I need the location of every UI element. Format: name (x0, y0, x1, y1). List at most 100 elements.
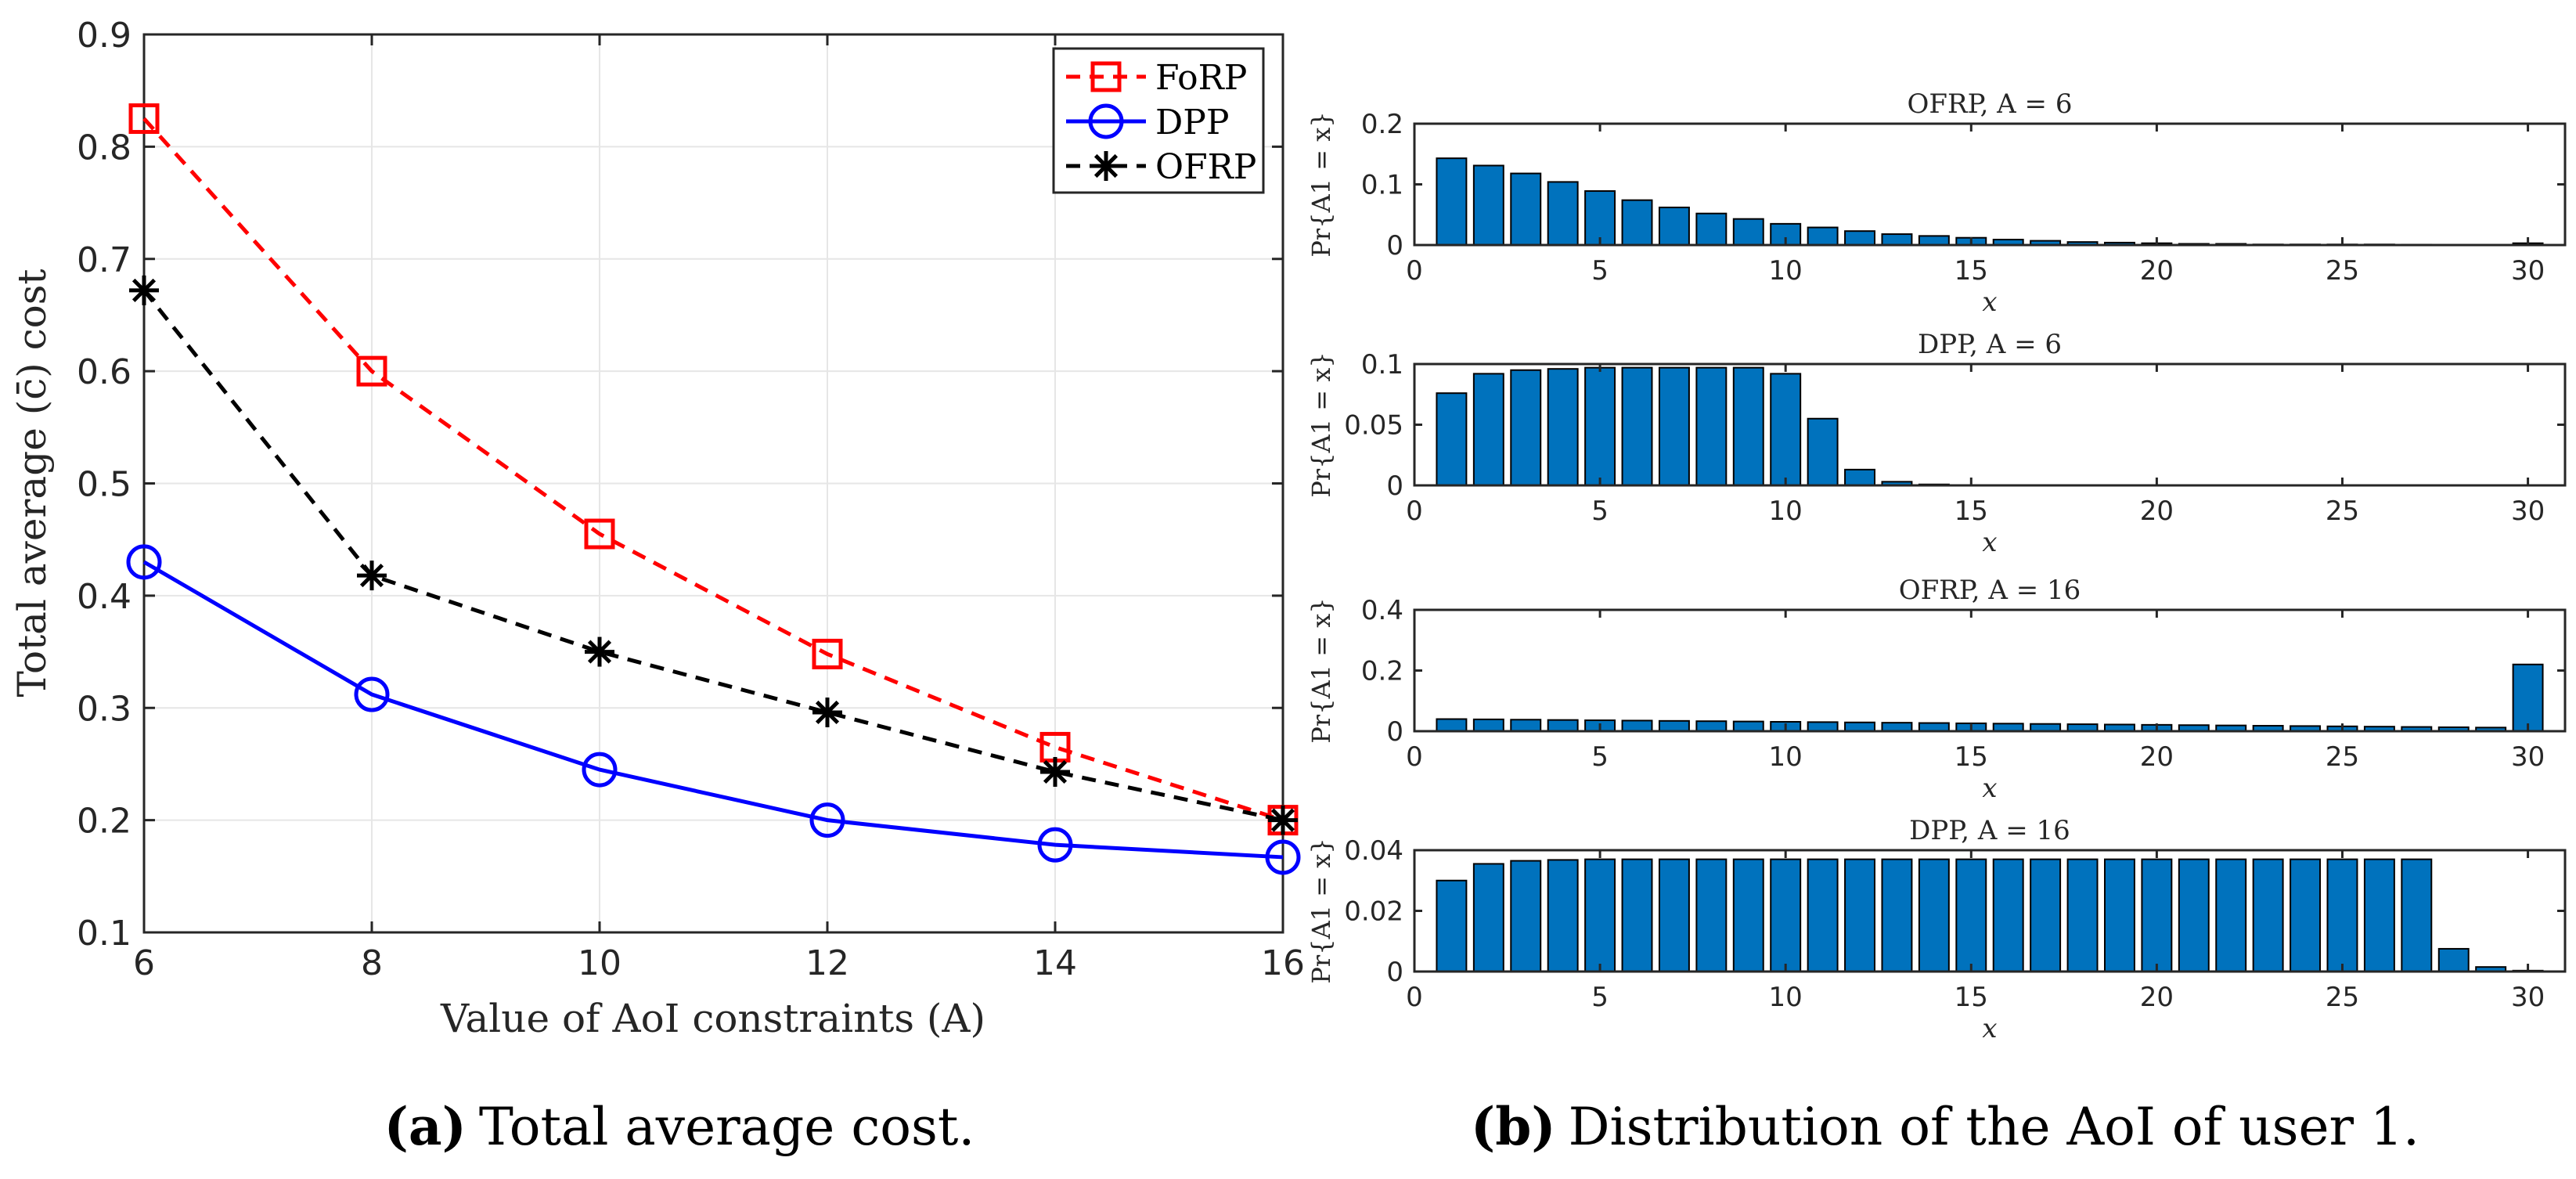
data-point-forp (812, 638, 843, 669)
chart-a-x-axis-label: Value of AoI constraints (A) (440, 996, 985, 1041)
bar-b3 (2512, 663, 2544, 732)
subplot-b1-x-tick-label: 20 (2140, 255, 2174, 287)
bar-b4 (1844, 858, 1875, 972)
chart-a-ticks: 6 8 10 12 14 16 0.1 0.2 0.3 0.4 0.5 0.6 0.7 0.8 0.9 (77, 16, 1305, 983)
subplot-b2-x-label: x (1982, 527, 1997, 558)
subplot-b3-x-tick-label: 15 (1955, 741, 1988, 773)
data-point-ofrp (585, 636, 614, 667)
bar-b3 (1436, 718, 1468, 732)
subplot-b3-x-tick-label: 5 (1591, 741, 1609, 773)
subplot-b4-x-tick-label: 0 (1406, 982, 1423, 1013)
bar-b2 (1547, 368, 1579, 487)
chart-a-legend: FoRP DPP OFRP (1052, 47, 1265, 194)
bar-b4 (2030, 858, 2062, 972)
bar-b2 (1658, 366, 1690, 486)
bar-b1 (1472, 164, 1504, 247)
bar-b4 (2104, 858, 2135, 972)
subplot-b1-y-tick-label: 0.1 (1361, 170, 1403, 201)
subplot-b4-x-tick-label: 30 (2511, 982, 2545, 1013)
subplot-b4-x-tick-label: 5 (1591, 982, 1609, 1013)
subplot-b2-title: DPP, A = 6 (1918, 329, 2062, 360)
subplot-b1-x-label: x (1982, 287, 1997, 318)
subplot-b1-x-tick-label: 15 (1955, 255, 1988, 287)
series-dpp (126, 544, 1301, 875)
chart-a-y-tick-label: 0.1 (77, 914, 132, 954)
legend-marker-ofrp-shape (1091, 151, 1121, 181)
chart-a-x-tick-label: 14 (1033, 943, 1077, 983)
data-point-dpp (354, 676, 390, 712)
bar-b4 (2401, 858, 2433, 972)
bar-b2 (1584, 366, 1616, 486)
data-point-dpp (1265, 839, 1301, 875)
bar-b1 (1732, 218, 1764, 246)
subplot-b2-y-tick-label: 0.05 (1344, 410, 1403, 442)
subplot-b1: 0 5 10 15 20 25 30 0 0.1 0.2 OFRP, A = 6 x Pr{A1 = x… (1306, 88, 2567, 318)
subplot-b2: 0 5 10 15 20 25 30 0 0.05 0.1 DPP, A = 6 x Pr{A1 = x… (1306, 329, 2567, 558)
bar-b4 (1621, 858, 1653, 972)
bar-b4 (2215, 858, 2247, 972)
caption-b-text: (b) Distribution of the AoI of user 1. (1471, 1096, 2419, 1157)
subplot-b1-x-tick-label: 10 (1769, 255, 1803, 287)
bar-b4 (2326, 858, 2358, 972)
bar-b4 (1770, 858, 1802, 972)
caption-b-body: Distribution of the AoI of user 1. (1569, 1097, 2419, 1157)
subplot-b4-title: DPP, A = 16 (1909, 815, 2070, 846)
subplot-b4-x-tick-label: 10 (1769, 982, 1803, 1013)
subplot-b1-title: OFRP, A = 6 (1908, 88, 2073, 120)
subplot-b3-x-tick-label: 30 (2511, 741, 2545, 773)
bar-b1 (1918, 235, 1950, 246)
subplot-b2-x-tick-label: 5 (1591, 496, 1609, 527)
legend-marker-ofrp (1091, 151, 1121, 181)
chart-a-y-tick-label: 0.6 (77, 352, 132, 392)
data-point-dpp (582, 752, 618, 788)
caption-a: (a) Total average cost. (384, 1096, 975, 1157)
data-point-ofrp (1040, 756, 1070, 787)
chart-total-average-cost: 6 8 10 12 14 16 0.1 0.2 0.3 0.4 0.5 0.6 0.7 0.8 0.9 Va… (9, 16, 1305, 1041)
chart-a-y-tick-label: 0.5 (77, 465, 132, 505)
bar-b4 (1732, 858, 1764, 972)
caption-b-label: (b) (1471, 1096, 1556, 1157)
bar-b3 (1881, 722, 1913, 733)
subplot-b1-x-tick-label: 0 (1406, 255, 1423, 287)
series-line-forp (142, 117, 1284, 823)
subplot-b2-x-tick-label: 20 (2140, 496, 2174, 527)
subplot-b4-x-tick-label: 25 (2326, 982, 2359, 1013)
subplot-b2-y-tick-label: 0.1 (1361, 349, 1403, 380)
caption-a-body: Total average cost. (479, 1097, 975, 1157)
subplot-b2-x-tick-label: 30 (2511, 496, 2545, 527)
data-point-forp (128, 103, 160, 135)
data-point-dpp (809, 802, 845, 838)
data-point-forp (584, 518, 615, 550)
chart-a-y-tick-label: 0.9 (77, 16, 132, 56)
bar-b1 (1844, 230, 1875, 246)
bar-b4 (1992, 858, 2024, 972)
legend-marker-forp (1090, 61, 1122, 92)
bar-b4 (2252, 858, 2284, 972)
bar-b4 (1918, 858, 1950, 972)
bar-b3 (1844, 721, 1875, 733)
data-point-dpp (1037, 827, 1073, 863)
subplot-b4-y-tick-label: 0.02 (1344, 896, 1403, 928)
legend-entry-dpp: DPP (1066, 103, 1230, 142)
chart-a-y-tick-label: 0.4 (77, 577, 132, 617)
legend-marker-dpp (1088, 103, 1124, 139)
bar-b3 (1732, 720, 1764, 732)
bar-b1 (1510, 172, 1542, 246)
subplot-b2-y-label: Pr{A1 = x} (1306, 352, 1336, 497)
bar-b4 (2363, 858, 2395, 972)
subplot-b4-x-tick-label: 20 (2140, 982, 2174, 1013)
bar-b4 (1881, 858, 1913, 972)
subplot-b3: 0 5 10 15 20 25 30 0 0.2 0.4 OFRP, A = 16 x Pr{A1 = … (1306, 575, 2567, 804)
bar-b3 (1547, 719, 1579, 732)
data-point-forp (356, 355, 387, 387)
bar-b1 (1547, 181, 1579, 246)
subplot-b2-x-tick-label: 10 (1769, 496, 1803, 527)
subplot-b4-y-tick-label: 0 (1386, 957, 1403, 988)
chart-a-y-tick-label: 0.2 (77, 802, 132, 842)
chart-aoi-distribution: 0 5 10 15 20 25 30 0 0.1 0.2 OFRP, A = 6 x Pr{A1 = x… (1306, 88, 2567, 1044)
subplot-b2-x-tick-label: 25 (2326, 496, 2359, 527)
data-point-ofrp (1268, 805, 1298, 835)
bar-b3 (1695, 720, 1728, 733)
subplot-b3-x-tick-label: 25 (2326, 741, 2359, 773)
subplot-b1-x-tick-label: 5 (1591, 255, 1609, 287)
